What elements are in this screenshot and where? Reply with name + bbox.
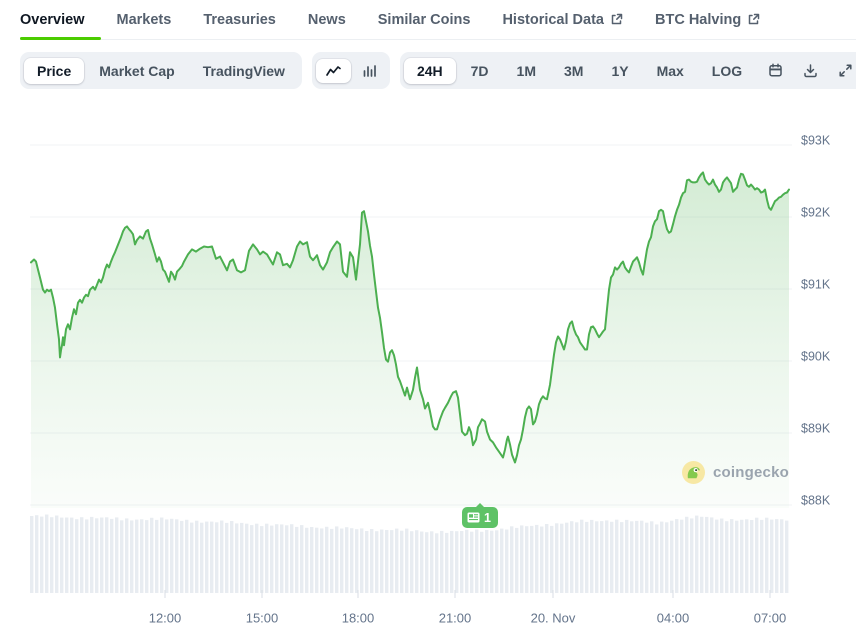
x-axis-label: 15:00 <box>246 611 279 626</box>
newspaper-icon <box>467 512 480 523</box>
news-count: 1 <box>484 510 491 525</box>
watermark-text: coingecko <box>713 464 789 481</box>
external-link-icon <box>610 13 623 26</box>
bar-chart-button[interactable] <box>353 59 386 83</box>
tab-btc-halving[interactable]: BTC Halving <box>655 0 760 39</box>
fullscreen-button[interactable] <box>829 58 856 83</box>
y-axis-label: $89K <box>801 421 831 435</box>
y-axis-label: $92K <box>801 205 831 219</box>
coingecko-logo-icon <box>682 461 705 484</box>
calendar-button[interactable] <box>759 58 792 83</box>
x-axis-label: 18:00 <box>342 611 375 626</box>
download-button[interactable] <box>794 58 827 83</box>
metric-price[interactable]: Price <box>24 57 85 84</box>
tab-bar: Overview Markets Treasuries News Similar Coi… <box>20 0 856 40</box>
chart-toolbar: Price Market Cap TradingView 24H 7D 1M 3M 1Y Ma… <box>20 52 856 89</box>
y-axis-label: $93K <box>801 133 831 147</box>
range-log[interactable]: LOG <box>699 58 755 84</box>
chart-type-toggle <box>311 52 390 89</box>
tab-label: Historical Data <box>502 11 604 28</box>
y-axis-label: $88K <box>801 493 831 507</box>
tab-label: BTC Halving <box>654 11 742 28</box>
price-chart[interactable]: $93K $92K $91K $90K $89K $88K 12:00 15:00 18:00 2… <box>0 100 856 636</box>
x-axis-label: 04:00 <box>657 611 690 626</box>
y-axis-label: $90K <box>801 349 831 363</box>
news-annotation-badge[interactable]: 1 <box>462 507 498 528</box>
x-axis-label: 20. Nov <box>531 611 576 626</box>
x-axis-label: 21:00 <box>439 611 472 626</box>
y-axis-label: $91K <box>801 277 831 291</box>
range-max[interactable]: Max <box>644 58 697 84</box>
tab-treasuries[interactable]: Treasuries <box>203 0 276 39</box>
x-axis-label: 07:00 <box>754 611 787 626</box>
external-link-icon <box>747 13 760 26</box>
line-chart-button[interactable] <box>315 58 351 83</box>
price-line <box>30 171 790 464</box>
tab-news[interactable]: News <box>308 0 346 39</box>
price-area-fill <box>31 172 789 508</box>
chart-canvas[interactable]: $93K $92K $91K $90K $89K $88K 12:00 15:00 18:00 2… <box>0 100 856 636</box>
tab-similar-coins[interactable]: Similar Coins <box>378 0 471 39</box>
fullscreen-icon <box>838 63 853 78</box>
tab-historical-data[interactable]: Historical Data <box>502 0 623 39</box>
tab-overview[interactable]: Overview <box>20 0 100 40</box>
metric-toggle: Price Market Cap TradingView <box>20 52 302 89</box>
range-24h[interactable]: 24H <box>403 57 456 84</box>
tab-label: Markets <box>116 11 172 28</box>
tab-label: Overview <box>20 11 85 28</box>
range-1m[interactable]: 1M <box>504 58 549 84</box>
tab-label: Treasuries <box>203 11 276 28</box>
coingecko-watermark: coingecko <box>682 461 789 484</box>
line-chart-icon <box>325 64 342 78</box>
volume-bars <box>30 514 789 593</box>
x-axis-label: 12:00 <box>149 611 182 626</box>
tab-markets[interactable]: Markets <box>117 0 172 39</box>
bar-chart-icon <box>362 64 377 78</box>
metric-market-cap[interactable]: Market Cap <box>86 58 187 84</box>
download-icon <box>803 63 818 78</box>
range-1y[interactable]: 1Y <box>598 58 641 84</box>
tab-label: Similar Coins <box>377 11 471 28</box>
range-3m[interactable]: 3M <box>551 58 596 84</box>
metric-tradingview[interactable]: TradingView <box>190 58 298 84</box>
range-toggle: 24H 7D 1M 3M 1Y Max LOG <box>399 52 856 89</box>
range-7d[interactable]: 7D <box>458 58 502 84</box>
calendar-icon <box>768 63 783 78</box>
tab-label: News <box>307 11 346 28</box>
